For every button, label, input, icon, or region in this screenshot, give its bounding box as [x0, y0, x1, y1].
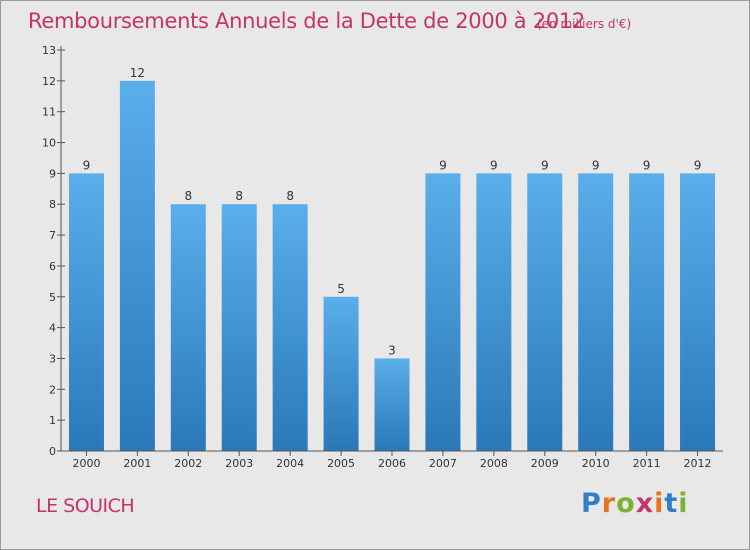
y-tick-label: 7	[49, 229, 56, 242]
bar-2011	[629, 173, 665, 451]
x-tick-label: 2010	[582, 457, 610, 470]
bar-2002	[170, 204, 206, 451]
x-tick-label: 2003	[225, 457, 253, 470]
y-tick-label: 1	[49, 414, 56, 427]
bar-2006	[374, 358, 410, 451]
bar-2012	[680, 173, 716, 451]
x-tick-label: 2000	[72, 457, 100, 470]
bar-2000	[68, 173, 104, 451]
y-tick-label: 5	[49, 291, 56, 304]
y-tick-label: 0	[49, 445, 56, 458]
logo-letter: o	[616, 488, 636, 519]
proxiti-logo: Proxiti	[581, 488, 689, 519]
bar-2005	[323, 296, 359, 451]
data-label: 9	[541, 158, 549, 172]
y-tick-label: 10	[42, 137, 56, 150]
chart-title: Remboursements Annuels de la Dette de 20…	[28, 9, 585, 33]
labels-layer: 0123456789101112132000920011220028200382…	[42, 44, 712, 470]
x-tick-label: 2011	[633, 457, 661, 470]
y-tick-label: 6	[49, 260, 56, 273]
y-tick-label: 9	[49, 167, 56, 180]
y-tick-label: 8	[49, 198, 56, 211]
y-tick-label: 12	[42, 75, 56, 88]
bar-2009	[527, 173, 563, 451]
x-tick-label: 2009	[531, 457, 559, 470]
logo-letter: x	[635, 488, 655, 519]
logo-letter: P	[581, 488, 602, 519]
x-tick-label: 2006	[378, 457, 406, 470]
bar-2008	[476, 173, 512, 451]
y-tick-label: 4	[49, 322, 56, 335]
x-tick-label: 2001	[123, 457, 151, 470]
bar-2001	[119, 80, 155, 451]
y-tick-label: 13	[42, 44, 56, 57]
chart-subtitle: (en milliers d'€)	[537, 17, 632, 31]
y-tick-label: 11	[42, 106, 56, 119]
x-tick-label: 2002	[174, 457, 202, 470]
data-label: 9	[592, 158, 600, 172]
logo-letter: r	[601, 488, 617, 519]
x-tick-label: 2005	[327, 457, 355, 470]
bar-2010	[578, 173, 614, 451]
place-name: LE SOUICH	[36, 495, 135, 517]
bar-2003	[221, 204, 257, 451]
x-tick-label: 2012	[684, 457, 712, 470]
logo-letter: i	[678, 488, 689, 519]
x-tick-label: 2008	[480, 457, 508, 470]
data-label: 9	[490, 158, 498, 172]
data-label: 9	[694, 158, 702, 172]
data-label: 5	[337, 282, 345, 296]
data-label: 9	[439, 158, 447, 172]
data-label: 8	[184, 189, 192, 203]
data-label: 9	[83, 158, 91, 172]
data-label: 12	[130, 66, 145, 80]
y-tick-label: 3	[49, 352, 56, 365]
bars-layer	[68, 80, 716, 451]
data-label: 3	[388, 343, 396, 357]
data-label: 8	[235, 189, 243, 203]
bar-2004	[272, 204, 308, 451]
axes-layer	[57, 46, 723, 456]
x-tick-label: 2004	[276, 457, 304, 470]
logo-letter: t	[664, 488, 679, 519]
y-tick-label: 2	[49, 383, 56, 396]
x-tick-label: 2007	[429, 457, 457, 470]
logo-letter: i	[654, 488, 665, 519]
bar-2007	[425, 173, 461, 451]
data-label: 9	[643, 158, 651, 172]
data-label: 8	[286, 189, 294, 203]
